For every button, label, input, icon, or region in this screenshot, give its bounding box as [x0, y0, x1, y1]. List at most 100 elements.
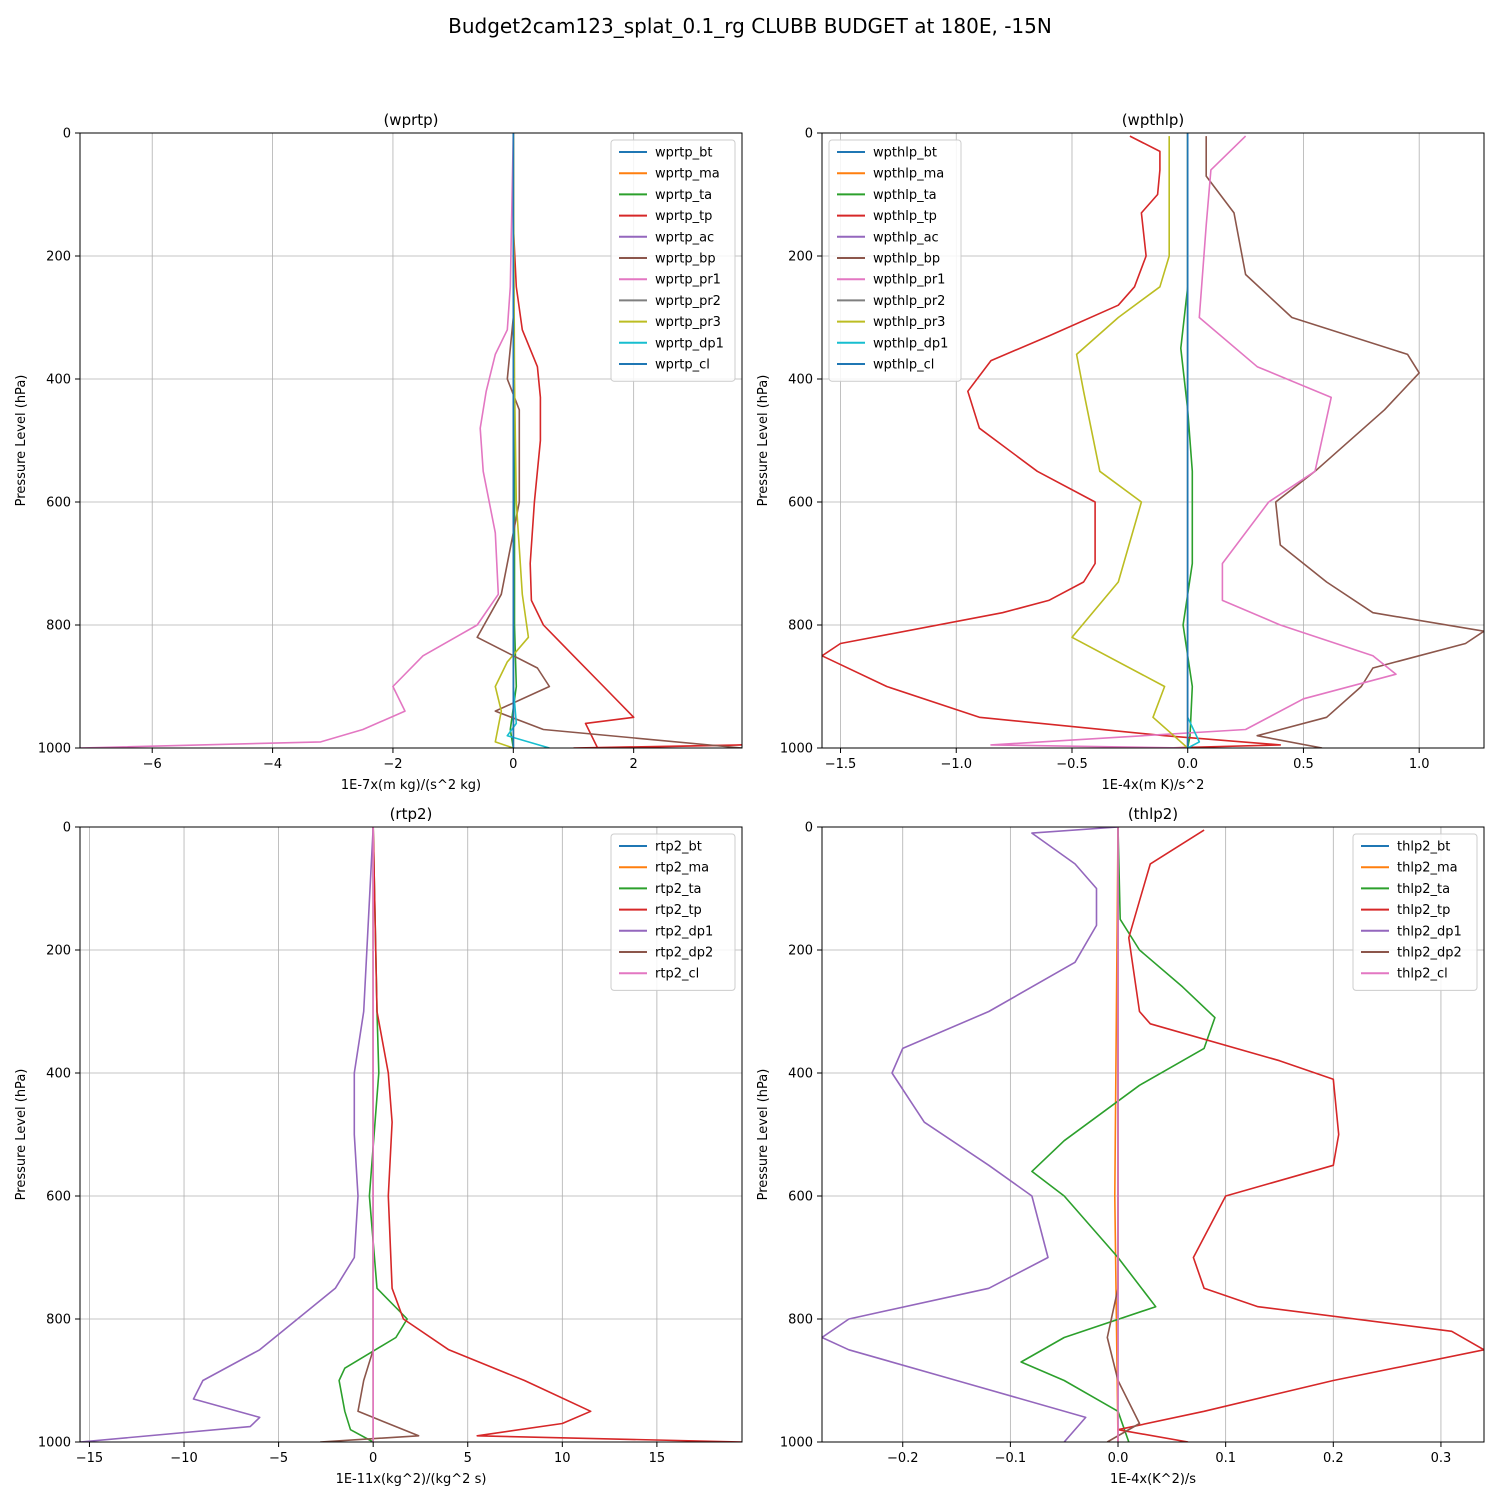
series-line-thlp2-ta	[1020, 827, 1216, 1442]
x-axis-label: 1E-4x(m K)/s^2	[1102, 778, 1205, 793]
figure-title: Budget2cam123_splat_0.1_rg CLUBB BUDGET …	[448, 14, 1052, 38]
legend-label-thlp2-ta: thlp2_ta	[1397, 882, 1450, 897]
series-line-thlp2-ma	[1114, 827, 1119, 1442]
legend-label-rtp2-ta: rtp2_ta	[655, 882, 702, 897]
y-tick-label: 800	[46, 619, 71, 634]
y-tick-label: 1000	[780, 1436, 813, 1451]
series-line-wprtp-pr3	[494, 133, 530, 748]
x-tick-label: −0.5	[1056, 757, 1088, 772]
x-tick-label: 0.3	[1431, 1451, 1452, 1466]
legend-label-wprtp-bp: wprtp_bp	[655, 252, 716, 267]
x-tick-label: 1.0	[1409, 757, 1430, 772]
y-axis-label: Pressure Level (hPa)	[14, 375, 29, 507]
x-tick-label: −4	[263, 757, 282, 772]
legend-label-wprtp-pr1: wprtp_pr1	[655, 273, 721, 288]
panel-title-thlp2: (thlp2)	[1128, 805, 1178, 823]
x-tick-label: 0	[369, 1451, 377, 1466]
x-axis-label: 1E-4x(K^2)/s	[1110, 1472, 1196, 1487]
axes-frame	[821, 826, 1485, 1443]
x-tick-label: 15	[649, 1451, 666, 1466]
legend-label-wprtp-ac: wprtp_ac	[655, 230, 714, 245]
legend-label-rtp2-tp: rtp2_tp	[655, 903, 702, 918]
legend-label-wprtp-pr2: wprtp_pr2	[655, 294, 721, 309]
legend-label-wpthlp-bt: wpthlp_bt	[873, 146, 937, 161]
panel-title-wpthlp: (wpthlp)	[1122, 111, 1185, 129]
y-tick-label: 0	[63, 821, 71, 836]
legend-label-wpthlp-tp: wpthlp_tp	[873, 209, 937, 224]
x-tick-label: −10	[170, 1451, 197, 1466]
legend-label-wpthlp-dp1: wpthlp_dp1	[873, 336, 948, 351]
axes-frame	[821, 132, 1485, 749]
panel-thlp2: −0.2 −0.1 0.0 0.1 0.2 0.3 0 200 400 600 800 1000 (th…	[756, 805, 1485, 1487]
y-axis-label: Pressure Level (hPa)	[756, 1069, 771, 1201]
legend-label-wprtp-tp: wprtp_tp	[655, 209, 712, 224]
legend-label-rtp2-dp2: rtp2_dp2	[655, 946, 713, 961]
legend: rtp2_bt rtp2_ma rtp2_ta rtp2_tp rtp2_dp1 rtp2…	[610, 833, 736, 991]
y-tick-label: 1000	[38, 1436, 71, 1451]
legend-label-wprtp-bt: wprtp_bt	[655, 146, 712, 161]
legend-label-wprtp-ta: wprtp_ta	[655, 188, 712, 203]
y-tick-label: 800	[788, 1313, 813, 1328]
series-line-rtp2-tp	[372, 827, 742, 1442]
panel-rtp2: −15 −10 −5 0 5 10 15 0 200 400 600 800 1000 (rtp2) 1E-…	[14, 805, 743, 1487]
legend-label-thlp2-tp: thlp2_tp	[1397, 903, 1450, 918]
y-tick-label: 800	[46, 1313, 71, 1328]
legend-label-rtp2-dp1: rtp2_dp1	[655, 924, 713, 939]
series-line-wpthlp-tp	[822, 135, 1282, 748]
series-line-thlp2-tp	[1117, 829, 1484, 1442]
legend-label-rtp2-bt: rtp2_bt	[655, 840, 702, 855]
y-axis-label: Pressure Level (hPa)	[756, 375, 771, 507]
x-tick-label: 0.1	[1215, 1451, 1236, 1466]
series-line-rtp2-dp2	[320, 827, 420, 1442]
x-tick-label: 10	[554, 1451, 571, 1466]
x-axis-label: 1E-11x(kg^2)/(kg^2 s)	[336, 1472, 487, 1487]
y-tick-label: 200	[788, 944, 813, 959]
panel-wpthlp: −1.5 −1.0 −0.5 0.0 0.5 1.0 0 200 400 600 800 1000 (w…	[756, 111, 1485, 793]
legend-label-wpthlp-ac: wpthlp_ac	[873, 230, 939, 245]
x-tick-label: 0.0	[1177, 757, 1198, 772]
x-tick-label: 0.2	[1323, 1451, 1344, 1466]
x-tick-label: −15	[76, 1451, 103, 1466]
plot-area	[822, 133, 1484, 748]
plot-area	[80, 827, 742, 1442]
y-tick-label: 400	[788, 373, 813, 388]
panel-wprtp: −6 −4 −2 0 2 0 200 400 600 800 1000 (wprtp) 1E-7x(m …	[14, 111, 743, 793]
legend-label-rtp2-cl: rtp2_cl	[655, 967, 699, 982]
series-line-wpthlp-ta	[1180, 133, 1194, 748]
y-tick-label: 200	[788, 250, 813, 265]
series-line-rtp2-dp1	[80, 827, 374, 1442]
y-tick-label: 1000	[38, 742, 71, 757]
legend-label-thlp2-dp1: thlp2_dp1	[1397, 924, 1462, 939]
series-line-thlp2-dp1	[822, 827, 1119, 1442]
y-tick-label: 400	[46, 1067, 71, 1082]
legend-label-wpthlp-pr2: wpthlp_pr2	[873, 294, 945, 309]
legend-label-wprtp-pr3: wprtp_pr3	[655, 315, 721, 330]
legend-label-wpthlp-cl: wpthlp_cl	[873, 358, 934, 373]
axes-frame	[79, 132, 743, 749]
plot-area	[80, 133, 742, 748]
y-tick-label: 200	[46, 250, 71, 265]
legend-label-wpthlp-pr3: wpthlp_pr3	[873, 315, 945, 330]
y-tick-label: 0	[805, 821, 813, 836]
y-tick-label: 400	[46, 373, 71, 388]
y-tick-label: 600	[46, 496, 71, 511]
panel-title-rtp2: (rtp2)	[390, 805, 433, 823]
axes-frame	[79, 826, 743, 1443]
y-tick-label: 0	[63, 127, 71, 142]
x-tick-label: −1.0	[940, 757, 972, 772]
x-tick-label: 5	[464, 1451, 472, 1466]
legend: wpthlp_bt wpthlp_ma wpthlp_ta wpthlp_tpwpth…	[828, 139, 962, 382]
legend-label-thlp2-ma: thlp2_ma	[1397, 861, 1458, 876]
legend-label-wpthlp-pr1: wpthlp_pr1	[873, 273, 945, 288]
y-tick-label: 800	[788, 619, 813, 634]
legend-label-wprtp-ma: wprtp_ma	[655, 167, 720, 182]
series-line-wprtp-pr1	[80, 133, 515, 748]
series-line-wprtp-bp	[476, 133, 742, 748]
legend-label-wpthlp-ta: wpthlp_ta	[873, 188, 937, 203]
series-line-rtp2-ta	[338, 827, 408, 1442]
legend-label-thlp2-cl: thlp2_cl	[1397, 967, 1448, 982]
x-tick-label: −5	[269, 1451, 288, 1466]
y-tick-label: 1000	[780, 742, 813, 757]
x-tick-label: −2	[383, 757, 402, 772]
